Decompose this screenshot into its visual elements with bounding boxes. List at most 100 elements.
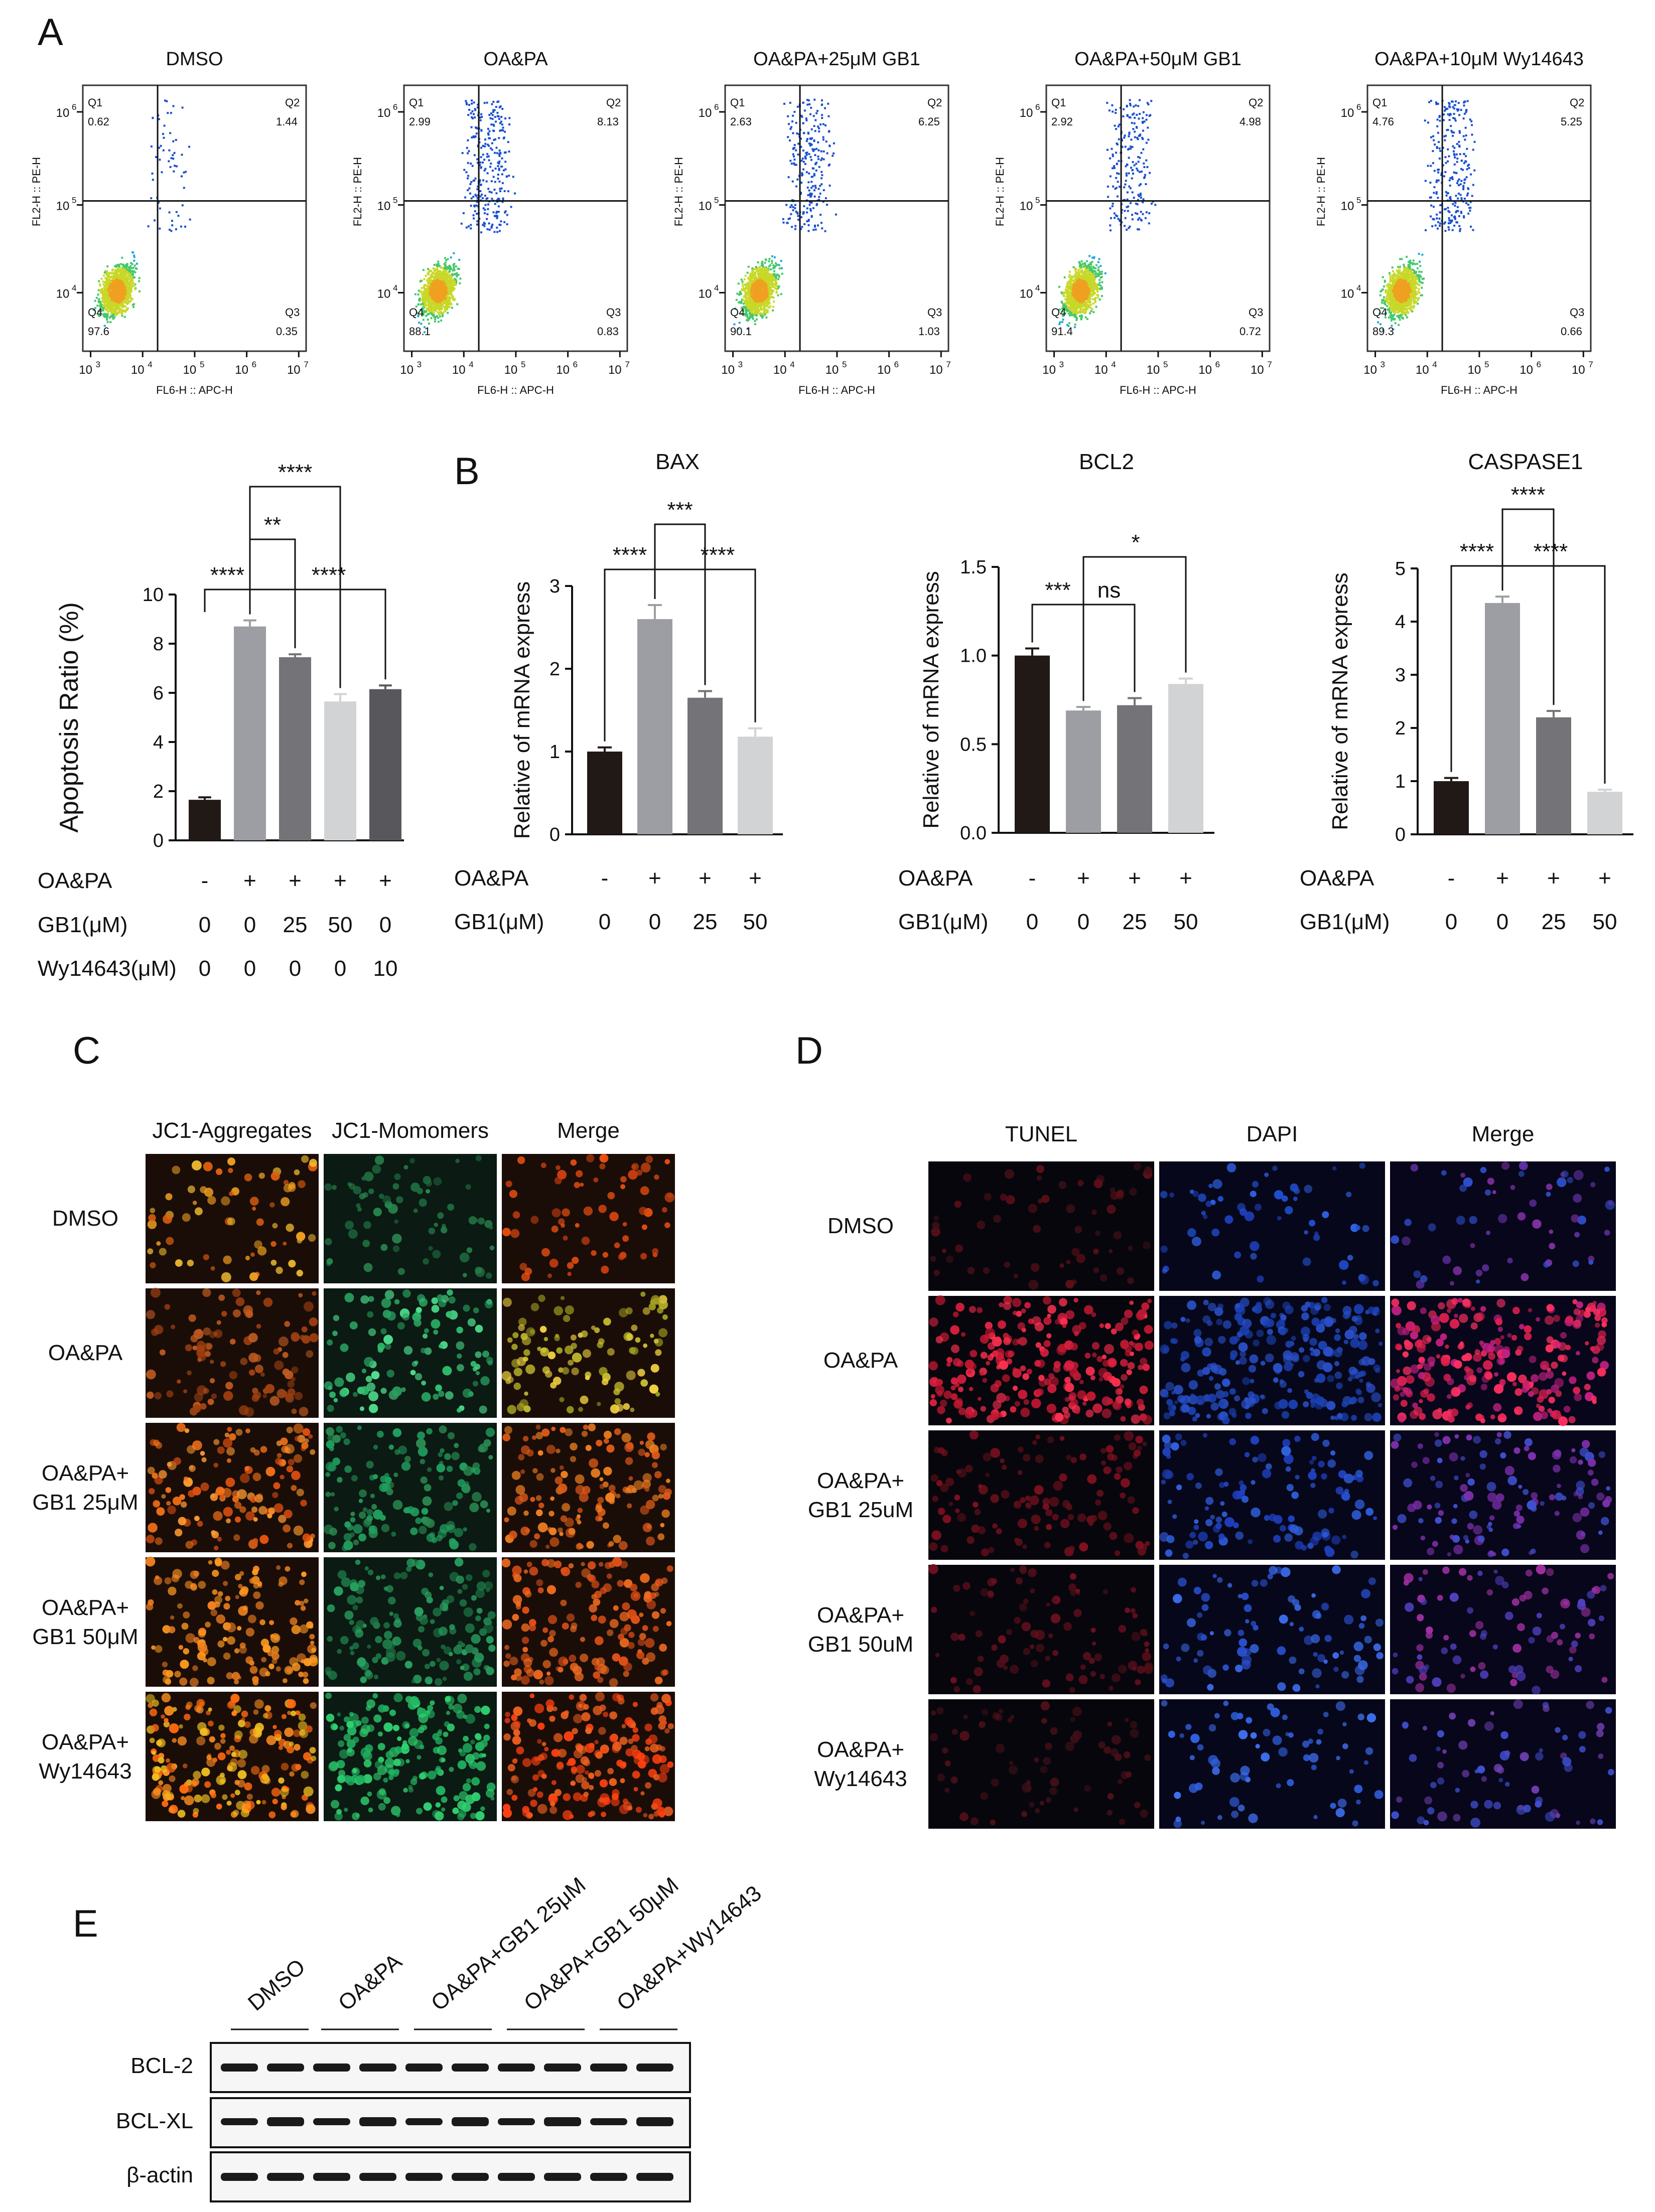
event-dot <box>442 266 445 269</box>
event-dot <box>751 316 753 318</box>
event-dot <box>755 266 757 268</box>
event-dot <box>456 303 459 306</box>
event-dot <box>152 117 154 119</box>
event-dot <box>476 223 478 226</box>
event-dot <box>427 282 430 284</box>
event-dot <box>441 314 444 316</box>
event-dot <box>103 284 106 287</box>
event-dot <box>801 158 804 160</box>
event-dot <box>492 123 495 126</box>
event-dot <box>491 198 493 200</box>
event-dot <box>128 301 131 303</box>
event-dot <box>454 280 456 283</box>
event-dot <box>479 179 481 182</box>
event-dot <box>746 314 749 316</box>
event-dot <box>121 296 124 299</box>
event-dot <box>498 153 501 156</box>
event-dot <box>103 305 106 307</box>
event-dot <box>111 301 113 303</box>
event-dot <box>109 302 112 304</box>
event-dot <box>789 206 792 208</box>
event-dot <box>418 299 421 301</box>
event-dot <box>457 267 459 270</box>
event-dot <box>160 144 162 147</box>
event-dot <box>422 313 425 315</box>
event-dot <box>481 193 483 196</box>
event-dot <box>111 284 113 287</box>
event-dot <box>418 322 421 324</box>
event-dot <box>796 105 799 108</box>
quadrant-value: 88.1 <box>409 325 431 338</box>
event-dot <box>107 311 109 313</box>
event-dot <box>443 278 445 280</box>
event-dot <box>445 294 447 297</box>
event-dot <box>432 280 435 282</box>
event-dot <box>749 315 751 318</box>
event-dot <box>159 227 161 230</box>
event-dot <box>424 303 427 306</box>
event-dot <box>449 290 452 293</box>
event-dot <box>113 276 115 279</box>
event-dot <box>458 258 461 261</box>
event-dot <box>123 288 125 291</box>
event-dot <box>762 312 765 315</box>
event-dot <box>480 156 482 159</box>
event-dot <box>442 290 444 293</box>
event-dot <box>466 146 468 149</box>
event-dot <box>817 188 820 190</box>
event-dot <box>492 100 495 103</box>
event-dot <box>114 269 116 271</box>
quadrant-name: Q2 <box>285 96 300 109</box>
event-dot <box>744 294 747 297</box>
event-dot <box>432 283 435 286</box>
event-dot <box>138 280 141 282</box>
event-dot <box>792 132 794 134</box>
event-dot <box>480 184 482 186</box>
event-dot <box>175 228 177 230</box>
event-dot <box>774 287 776 289</box>
event-dot <box>436 265 438 267</box>
event-dot <box>434 300 437 302</box>
event-dot <box>164 99 166 102</box>
event-dot <box>130 298 133 300</box>
event-dot <box>501 182 504 184</box>
event-dot <box>115 312 118 314</box>
event-dot <box>434 304 436 306</box>
event-dot <box>121 283 124 286</box>
event-dot <box>488 144 490 147</box>
event-dot <box>126 279 128 281</box>
event-dot <box>818 166 820 168</box>
event-dot <box>120 276 123 279</box>
event-dot <box>110 311 113 314</box>
event-dot <box>491 225 493 228</box>
event-dot <box>100 289 103 291</box>
event-dot <box>789 128 792 130</box>
event-dot <box>487 155 490 158</box>
event-dot <box>491 118 494 120</box>
event-dot <box>422 299 424 301</box>
event-dot <box>450 266 452 269</box>
event-dot <box>122 299 125 301</box>
event-dot <box>96 305 99 307</box>
flow-plot-title: DMSO <box>166 49 223 70</box>
event-dot <box>444 308 447 311</box>
event-dot <box>814 185 816 187</box>
event-dot <box>746 305 749 307</box>
event-dot <box>102 280 104 283</box>
event-dot <box>821 114 823 116</box>
event-dot <box>772 297 775 299</box>
event-dot <box>129 283 132 286</box>
event-dot <box>807 230 810 232</box>
event-dot <box>507 141 509 143</box>
event-dot <box>453 279 455 281</box>
event-dot <box>473 136 475 138</box>
event-dot <box>759 282 762 285</box>
event-dot <box>155 156 157 158</box>
event-dot <box>101 297 104 299</box>
event-dot <box>504 151 507 154</box>
event-dot <box>775 276 777 279</box>
event-dot <box>793 163 796 166</box>
event-dot <box>824 197 827 200</box>
event-dot <box>495 212 498 214</box>
event-dot <box>769 296 772 299</box>
